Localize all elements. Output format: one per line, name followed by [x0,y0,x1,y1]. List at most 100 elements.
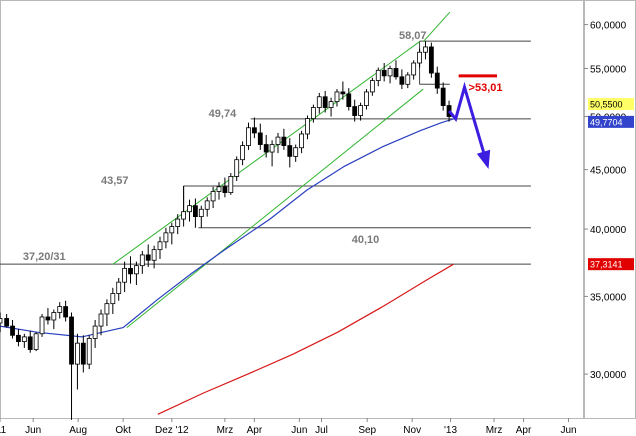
candle-body [110,293,116,305]
candle [16,329,21,347]
candle [411,60,417,80]
candle [39,313,45,337]
y-tick-label: 60,0000 [590,21,627,32]
candle [139,250,145,274]
candle [263,135,269,158]
projection-path [447,81,489,166]
candle-body [440,87,446,106]
candle [75,333,80,390]
candle [417,48,422,68]
candle [63,300,69,322]
candle [287,138,293,168]
candle [405,72,411,89]
candle-body [169,226,175,234]
channel-line [422,11,451,43]
candle [45,308,51,325]
candle-body [222,186,228,193]
candle-body [381,69,387,77]
x-tick-label: Dez '12 [155,425,189,436]
candle-body [287,145,293,157]
level-label: 49,74 [209,108,237,120]
candle-body [86,338,92,365]
candle-body [193,205,198,218]
candle-body [234,159,240,177]
candle-body [375,69,381,81]
candle [0,312,3,333]
candle-body [80,342,86,365]
candle [310,104,316,123]
candle [257,123,263,150]
candle [381,63,387,82]
candle-body [423,46,428,53]
candle [216,182,222,200]
candle-body [0,318,3,324]
x-tick-label: Nov [403,425,421,436]
candle [204,197,210,217]
level-label: 37,20/31 [23,251,66,263]
candle [175,214,181,235]
candle-body [104,303,110,315]
y-tick-label: 45,0000 [590,166,627,177]
candle-body [263,144,269,153]
candle-body [352,106,358,116]
candle-body [210,191,216,202]
candle-body [139,254,145,267]
candle-body [151,249,157,261]
x-tick-label: Jul [315,425,328,436]
candle [428,42,434,78]
candle [434,66,440,94]
candle [187,199,192,222]
y-tick-label: 35,0000 [590,292,627,303]
candle [104,299,110,327]
y-tick-label: 55,0000 [590,64,627,75]
candle-body [92,325,98,339]
candle-body [134,265,139,275]
candle [269,140,275,167]
level-label: 58,07 [399,30,427,42]
y-axis: 60,000055,000050,000045,000040,000035,00… [584,21,627,381]
candle-body [434,72,440,89]
candle-body [310,107,316,119]
projection-arrow [447,81,491,169]
candle-body [181,211,187,220]
candle [328,97,334,117]
x-tick-label: Aug [69,425,87,436]
candle [369,77,375,96]
candle-body [305,118,310,135]
candle-body [75,342,80,365]
horizontal-levels [0,40,531,265]
trend-channel [112,11,451,328]
x-tick-label: Jun [560,425,576,436]
candle-body [116,281,122,294]
candle-body [175,218,181,227]
candle-body [428,46,434,74]
candle-body [187,205,192,213]
y-tick-label: 40,0000 [590,225,627,236]
candle [281,128,287,150]
projection-arrowhead [476,149,491,169]
price-badge-label: 49,7704 [590,117,623,127]
x-tick-label: Apr [247,425,263,436]
candle-body [281,136,287,146]
candle [423,41,428,60]
candle [375,67,381,87]
candle [198,205,204,228]
candle-body [98,313,104,327]
candle [210,186,216,209]
candle [86,335,92,370]
candle-body [45,316,51,321]
candle-body [157,241,163,251]
candle [340,81,346,100]
candle [134,261,139,285]
candle-body [334,91,340,103]
candle [21,333,27,348]
candle [51,309,57,330]
candle-body [216,186,222,192]
candle-body [163,232,169,243]
candle-body [122,267,128,283]
candle [399,69,405,90]
plot-frame [0,0,584,419]
x-tick-label: Sep [358,425,376,436]
candle-body [346,93,352,107]
